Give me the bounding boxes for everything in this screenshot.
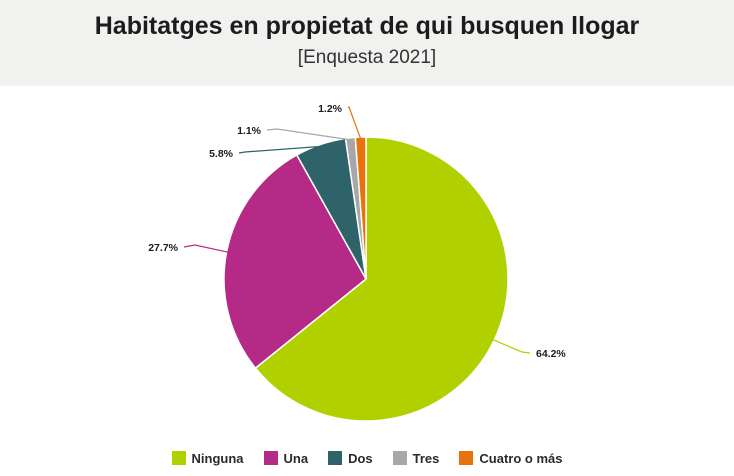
legend-swatch xyxy=(459,451,474,465)
data-label-una: 27.7% xyxy=(148,242,178,254)
legend-item-cuatro-o-más: Cuatro o más xyxy=(459,451,562,466)
legend-swatch xyxy=(171,451,186,465)
legend-item-dos: Dos xyxy=(328,451,373,466)
data-label-tres: 1.1% xyxy=(237,125,262,137)
pie-chart: 64.2% 27.7% 5.8%1.1% 1.2% xyxy=(148,103,566,422)
chart-subtitle: [Enquesta 2021] xyxy=(297,47,437,68)
data-label-cuatro-o-más: 1.2% xyxy=(318,103,343,115)
leader-line-ninguna xyxy=(492,338,531,354)
chart-title: Habitatges en propietat de qui busquen l… xyxy=(94,12,640,40)
legend-label: Ninguna xyxy=(191,450,244,466)
legend-swatch xyxy=(392,451,407,465)
data-label-dos: 5.8% xyxy=(209,148,234,160)
legend-item-una: Una xyxy=(263,450,309,466)
legend-swatch xyxy=(328,451,343,465)
leader-line-cuatro-o-más xyxy=(347,105,362,140)
leader-line-tres xyxy=(266,128,351,141)
legend-swatch xyxy=(263,451,278,465)
leader-line-una xyxy=(183,244,229,253)
chart-header: Habitatges en propietat de qui busquen l… xyxy=(0,0,734,86)
legend-label: Tres xyxy=(412,450,440,466)
legend-label: Cuatro o más xyxy=(479,450,563,466)
legend-label: Dos xyxy=(348,450,373,466)
leader-line-dos xyxy=(238,145,322,154)
legend-item-tres: Tres xyxy=(392,450,440,466)
legend-label: Una xyxy=(283,450,309,466)
legend-item-ninguna: Ninguna xyxy=(171,450,244,466)
chart-legend: Ninguna Una Dos Tres Cuatro o más xyxy=(0,449,734,467)
data-label-ninguna: 64.2% xyxy=(536,348,566,360)
pie-slice-cuatro-o-más xyxy=(354,136,367,280)
